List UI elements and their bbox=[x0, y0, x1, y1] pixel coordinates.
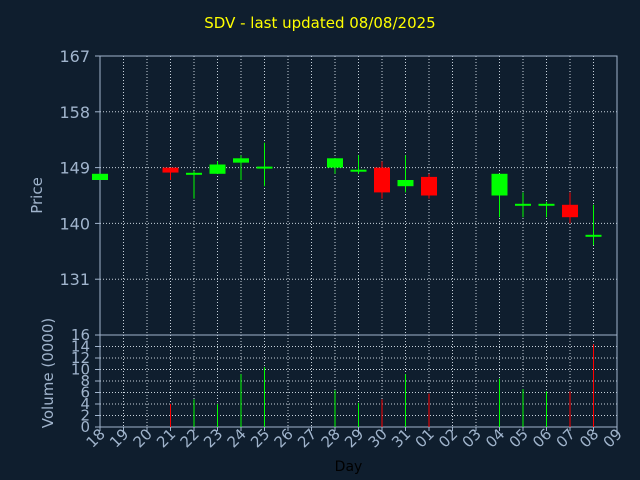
candle-body-04 bbox=[491, 173, 508, 196]
candle-body-28 bbox=[327, 158, 343, 168]
x-tick-label-19: 19 bbox=[106, 425, 132, 451]
candle-body-24 bbox=[233, 158, 249, 163]
volume-ytick-label: 12 bbox=[71, 349, 90, 367]
candle-body-31 bbox=[397, 180, 414, 187]
x-tick-label-29: 29 bbox=[341, 425, 367, 451]
volume-ytick-label: 0 bbox=[80, 418, 90, 436]
volume-ytick-label: 8 bbox=[80, 372, 90, 390]
x-tick-label-03: 03 bbox=[459, 425, 485, 451]
volume-ytick-label: 4 bbox=[80, 395, 90, 413]
candle-body-01 bbox=[421, 176, 437, 196]
volume-ytick-label: 6 bbox=[80, 384, 90, 402]
price-ytick-label: 140 bbox=[59, 214, 90, 233]
x-tick-label-09: 09 bbox=[600, 425, 626, 451]
x-tick-label-22: 22 bbox=[177, 425, 203, 451]
x-tick-label-25: 25 bbox=[247, 425, 273, 451]
candle-body-21 bbox=[162, 167, 179, 173]
x-tick-label-08: 08 bbox=[576, 425, 602, 451]
x-tick-label-28: 28 bbox=[318, 425, 344, 451]
price-ytick-label: 158 bbox=[59, 103, 90, 122]
volume-ytick-label: 14 bbox=[71, 338, 90, 356]
volume-axis-title: Volume (0000) bbox=[39, 318, 57, 428]
x-tick-label-01: 01 bbox=[412, 425, 438, 451]
x-tick-label-07: 07 bbox=[553, 425, 579, 451]
volume-ytick-label: 2 bbox=[80, 407, 90, 425]
x-tick-label-23: 23 bbox=[200, 425, 226, 451]
candle-body-23 bbox=[209, 164, 226, 174]
price-ytick-label: 167 bbox=[59, 47, 90, 66]
x-axis-title: Day bbox=[335, 459, 363, 475]
price-ytick-label: 131 bbox=[59, 270, 90, 289]
candle-body-18 bbox=[92, 173, 108, 180]
price-axis-title: Price bbox=[28, 177, 46, 214]
x-tick-label-02: 02 bbox=[435, 425, 461, 451]
x-tick-label-26: 26 bbox=[271, 425, 297, 451]
candle-body-07 bbox=[562, 204, 578, 218]
x-tick-label-27: 27 bbox=[294, 425, 320, 451]
x-tick-label-06: 06 bbox=[529, 425, 555, 451]
x-tick-label-31: 31 bbox=[388, 425, 414, 451]
x-tick-label-20: 20 bbox=[130, 425, 156, 451]
candle-body-30 bbox=[374, 167, 390, 193]
x-tick-label-24: 24 bbox=[224, 425, 250, 451]
x-tick-label-05: 05 bbox=[506, 425, 532, 451]
volume-ytick-label: 16 bbox=[71, 326, 90, 344]
x-tick-label-21: 21 bbox=[153, 425, 179, 451]
x-tick-label-04: 04 bbox=[482, 425, 508, 451]
x-tick-label-30: 30 bbox=[365, 425, 391, 451]
chart-title: SDV - last updated 08/08/2025 bbox=[204, 14, 436, 32]
price-ytick-label: 149 bbox=[59, 159, 90, 178]
volume-ytick-label: 10 bbox=[71, 361, 90, 379]
